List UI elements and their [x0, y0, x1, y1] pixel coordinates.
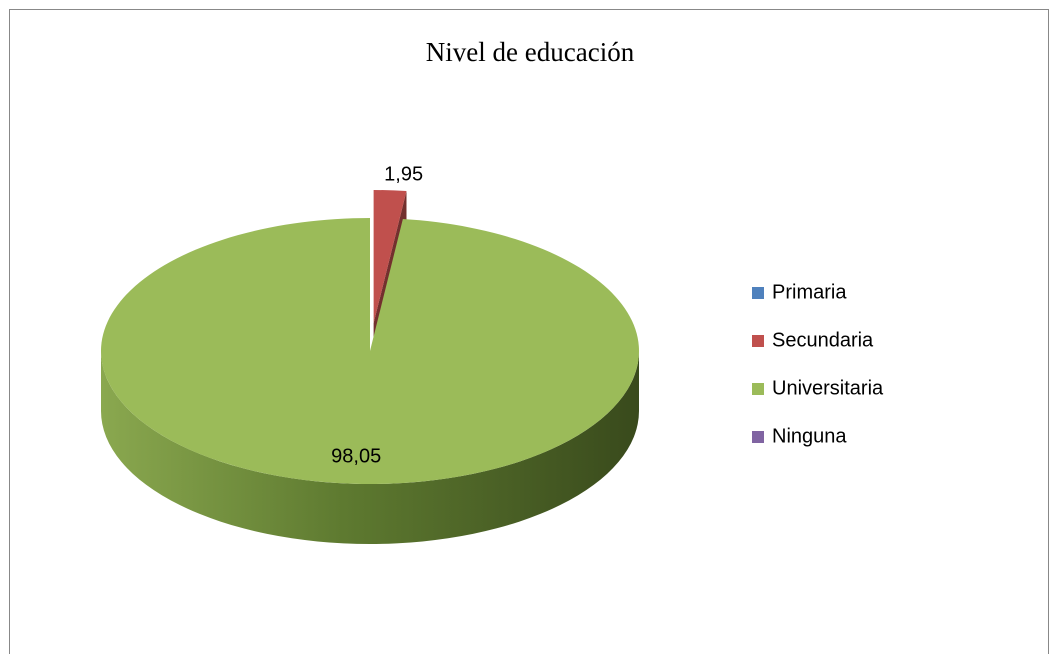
- data-label: 1,95: [384, 163, 423, 185]
- slice: [101, 218, 640, 484]
- legend-label: Ninguna: [772, 425, 847, 447]
- legend-label: Primaria: [772, 281, 847, 303]
- legend-label: Secundaria: [772, 329, 874, 351]
- legend-swatch: [752, 287, 764, 299]
- slice: [373, 190, 407, 323]
- slice-side: [101, 351, 639, 544]
- chart-title: Nivel de educación: [426, 37, 635, 67]
- chart-frame: [9, 9, 1049, 654]
- legend-label: Universitaria: [772, 377, 884, 399]
- legend-swatch: [752, 335, 764, 347]
- legend-swatch: [752, 431, 764, 443]
- data-label: 98,05: [331, 445, 381, 467]
- legend-swatch: [752, 383, 764, 395]
